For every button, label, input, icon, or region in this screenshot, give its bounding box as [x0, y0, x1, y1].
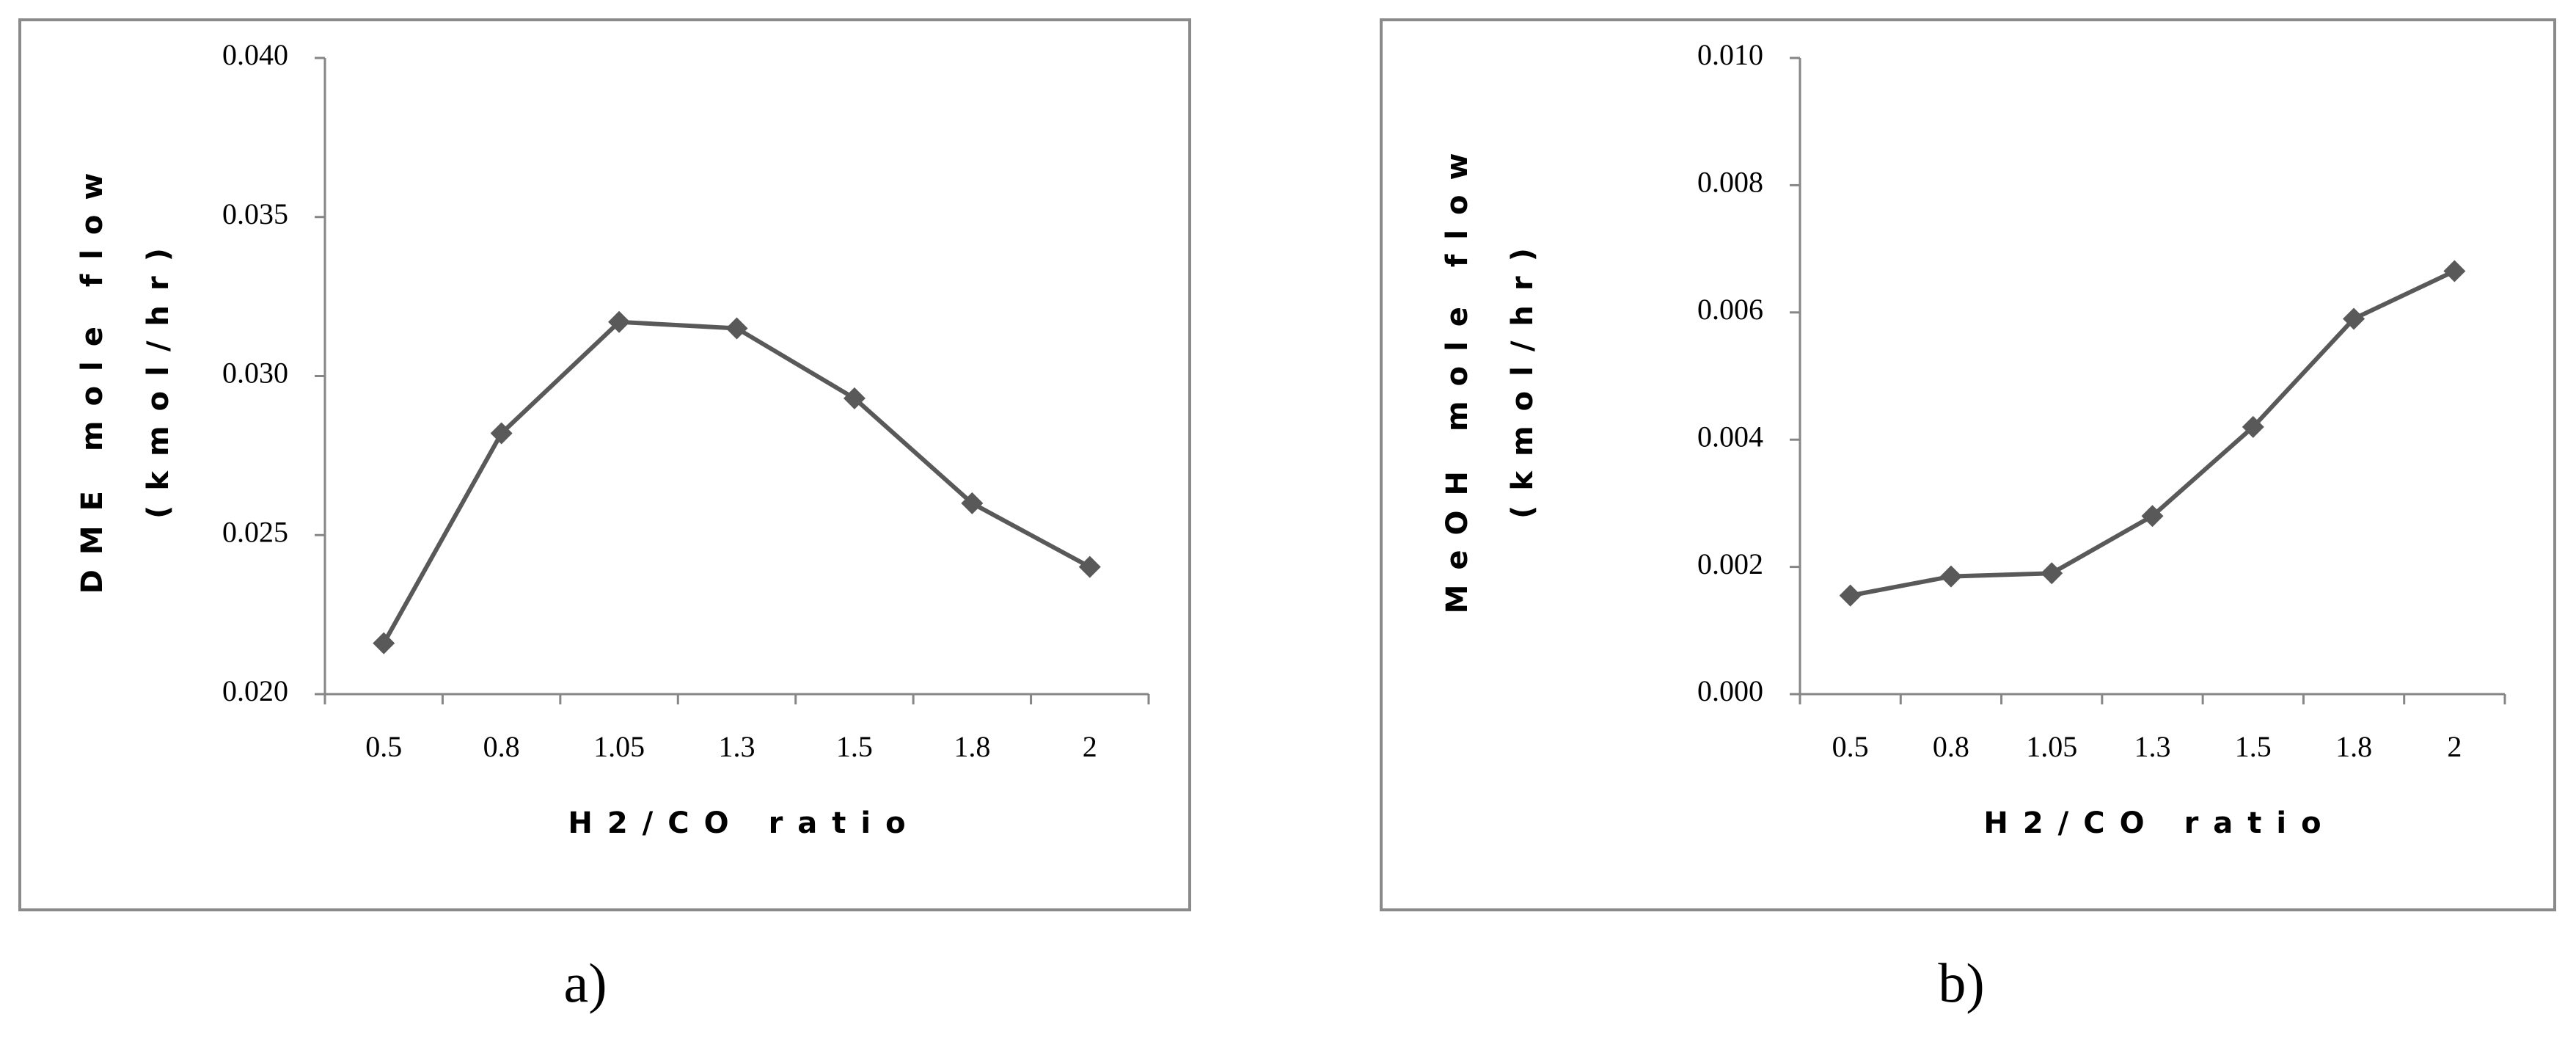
y-tick-label: 0.004 [1697, 420, 1763, 453]
x-tick-label: 0.5 [1832, 730, 1869, 763]
x-axis-label: H2/CO ratio [568, 806, 920, 840]
data-marker [2242, 415, 2264, 438]
data-marker [843, 387, 866, 409]
y-axis-label: (kmol/hr) [1506, 233, 1540, 519]
data-marker [2443, 260, 2466, 282]
x-tick-label: 2 [2447, 730, 2462, 763]
data-marker [1839, 584, 1862, 607]
x-tick-label: 1.5 [2235, 730, 2272, 763]
x-tick-label: 0.8 [1933, 730, 1969, 763]
caption: b) [1938, 952, 1984, 1014]
x-tick-label: 1.5 [836, 730, 873, 763]
y-axis-label: MeOH mole flow [1441, 139, 1474, 614]
data-line [1850, 269, 2456, 598]
x-axis-label: H2/CO ratio [1983, 806, 2335, 840]
y-tick-label: 0.000 [1697, 674, 1763, 707]
y-tick-label: 0.020 [222, 674, 288, 707]
y-tick-label: 0.035 [222, 197, 288, 230]
data-marker [608, 310, 631, 333]
y-tick-label: 0.030 [222, 357, 288, 390]
x-tick-label: 2 [1083, 730, 1097, 763]
x-tick-label: 0.8 [483, 730, 520, 763]
data-marker [2041, 562, 2063, 585]
data-line [381, 319, 1091, 645]
y-axis-label: DME mole flow [76, 158, 109, 594]
y-tick-label: 0.025 [222, 515, 288, 548]
data-marker [373, 632, 395, 655]
data-marker [725, 317, 748, 340]
y-tick-label: 0.008 [1697, 166, 1763, 199]
data-marker [1078, 555, 1101, 578]
data-marker [961, 492, 984, 514]
data-marker [490, 422, 513, 445]
x-tick-label: 1.3 [719, 730, 755, 763]
chart-frame [1380, 18, 2556, 911]
x-tick-label: 1.05 [593, 730, 645, 763]
x-tick-label: 1.8 [2335, 730, 2372, 763]
chart-frame [18, 18, 1191, 911]
y-axis-label: (kmol/hr) [142, 233, 175, 519]
caption: a) [563, 952, 607, 1014]
data-marker [2343, 307, 2365, 330]
x-tick-label: 1.05 [2026, 730, 2077, 763]
data-marker [2141, 505, 2164, 528]
y-tick-label: 0.006 [1697, 293, 1763, 326]
y-tick-label: 0.002 [1697, 547, 1763, 580]
x-tick-label: 1.3 [2134, 730, 2171, 763]
x-tick-label: 1.8 [954, 730, 990, 763]
data-marker [1939, 565, 1962, 588]
y-tick-label: 0.010 [1697, 38, 1763, 71]
y-tick-label: 0.040 [222, 38, 288, 71]
x-tick-label: 0.5 [365, 730, 402, 763]
